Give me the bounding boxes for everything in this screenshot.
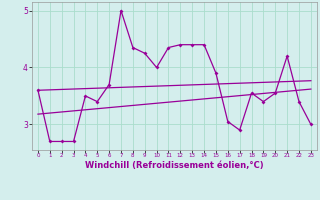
X-axis label: Windchill (Refroidissement éolien,°C): Windchill (Refroidissement éolien,°C) [85, 161, 264, 170]
